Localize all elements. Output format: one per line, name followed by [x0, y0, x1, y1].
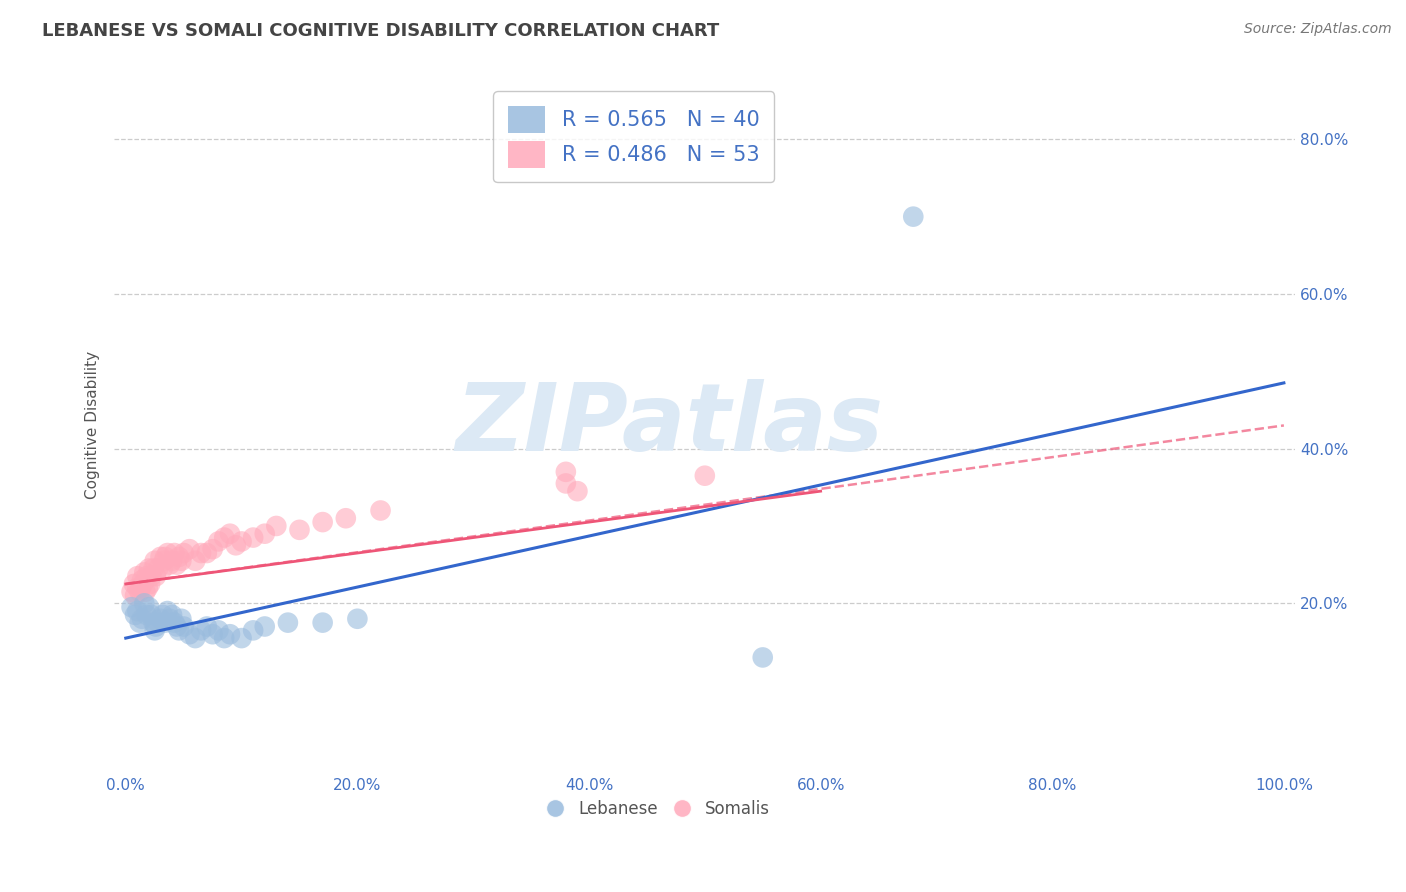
Point — [277, 615, 299, 630]
Point — [156, 546, 179, 560]
Point — [141, 569, 163, 583]
Point — [149, 612, 172, 626]
Point — [121, 600, 143, 615]
Point — [242, 531, 264, 545]
Point — [751, 650, 773, 665]
Point — [195, 619, 218, 633]
Point — [156, 604, 179, 618]
Point — [311, 615, 333, 630]
Point — [207, 534, 229, 549]
Point — [131, 612, 153, 626]
Point — [225, 538, 247, 552]
Point — [219, 526, 242, 541]
Point — [231, 631, 253, 645]
Point — [195, 546, 218, 560]
Point — [554, 476, 576, 491]
Point — [153, 615, 176, 630]
Point — [135, 569, 157, 583]
Point — [212, 531, 235, 545]
Point — [190, 546, 212, 560]
Point — [128, 584, 150, 599]
Point — [163, 615, 186, 630]
Point — [346, 612, 368, 626]
Point — [129, 581, 152, 595]
Point — [152, 561, 174, 575]
Point — [231, 534, 253, 549]
Point — [253, 526, 276, 541]
Point — [160, 554, 183, 568]
Point — [127, 569, 149, 583]
Point — [124, 607, 146, 622]
Point — [136, 581, 159, 595]
Point — [167, 624, 190, 638]
Point — [201, 627, 224, 641]
Point — [148, 561, 170, 575]
Point — [212, 631, 235, 645]
Point — [124, 589, 146, 603]
Y-axis label: Cognitive Disability: Cognitive Disability — [86, 351, 100, 500]
Point — [693, 468, 716, 483]
Point — [128, 615, 150, 630]
Point — [132, 577, 155, 591]
Point — [207, 624, 229, 638]
Point — [554, 465, 576, 479]
Point — [138, 561, 160, 575]
Point — [138, 600, 160, 615]
Point — [153, 554, 176, 568]
Point — [149, 549, 172, 564]
Text: Source: ZipAtlas.com: Source: ZipAtlas.com — [1244, 22, 1392, 37]
Point — [135, 607, 157, 622]
Point — [148, 615, 170, 630]
Point — [127, 604, 149, 618]
Point — [134, 596, 156, 610]
Point — [201, 542, 224, 557]
Point — [134, 584, 156, 599]
Point — [170, 554, 193, 568]
Point — [163, 546, 186, 560]
Point — [122, 577, 145, 591]
Point — [121, 584, 143, 599]
Text: ZIPatlas: ZIPatlas — [456, 379, 883, 472]
Point — [131, 573, 153, 587]
Point — [266, 519, 288, 533]
Point — [159, 558, 181, 572]
Point — [335, 511, 357, 525]
Point — [127, 581, 149, 595]
Point — [153, 549, 176, 564]
Point — [143, 624, 166, 638]
Point — [219, 627, 242, 641]
Point — [145, 569, 167, 583]
Point — [170, 612, 193, 626]
Point — [173, 546, 195, 560]
Legend: Lebanese, Somalis: Lebanese, Somalis — [538, 793, 776, 824]
Point — [179, 627, 201, 641]
Point — [142, 561, 165, 575]
Point — [166, 558, 188, 572]
Point — [190, 624, 212, 638]
Point — [160, 607, 183, 622]
Point — [567, 484, 589, 499]
Point — [311, 515, 333, 529]
Point — [141, 607, 163, 622]
Point — [173, 619, 195, 633]
Point — [142, 615, 165, 630]
Point — [166, 619, 188, 633]
Point — [167, 549, 190, 564]
Point — [145, 619, 167, 633]
Point — [184, 631, 207, 645]
Point — [179, 542, 201, 557]
Text: LEBANESE VS SOMALI COGNITIVE DISABILITY CORRELATION CHART: LEBANESE VS SOMALI COGNITIVE DISABILITY … — [42, 22, 720, 40]
Point — [370, 503, 392, 517]
Point — [184, 554, 207, 568]
Point — [143, 554, 166, 568]
Point — [139, 577, 162, 591]
Point — [242, 624, 264, 638]
Point — [134, 566, 156, 580]
Point — [288, 523, 311, 537]
Point — [159, 612, 181, 626]
Point — [152, 607, 174, 622]
Point — [253, 619, 276, 633]
Point — [903, 210, 925, 224]
